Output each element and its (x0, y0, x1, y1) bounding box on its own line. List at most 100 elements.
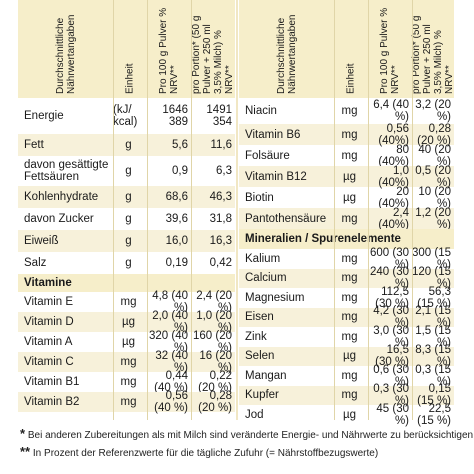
nutrient-name: Selen (245, 350, 275, 363)
unit-cell: µg (121, 336, 136, 348)
unit-cell: mg (341, 252, 358, 265)
portion-value: 2,1 (15 %) (415, 305, 451, 330)
unit-cell: mg (341, 311, 358, 324)
table-row: Niacin mg 6,4 (40 %) 3,2 (20 %) (239, 98, 454, 124)
left-table: Durchschnittliche Nährwertangaben Einhei… (18, 0, 235, 420)
unit-cell: g (125, 235, 132, 247)
per100-value: 0,3 (30 %) (373, 383, 409, 408)
nutrient-name: Kupfer (245, 389, 279, 402)
header-unit: Einheit (113, 0, 147, 98)
table-row: Selen µg 16,5 (30 %) 8,3 (15 %) (239, 344, 454, 369)
column-divider (236, 0, 238, 420)
header-name: Durchschnittliche Nährwertangaben (18, 0, 113, 98)
portion-value: 3,2 (20 %) (415, 99, 451, 123)
nutrient-name: Pantothensäure (245, 212, 327, 225)
header-name-text: Durchschnittliche Nährwertangaben (54, 14, 77, 95)
unit-cell: µg (121, 316, 136, 328)
footnote-1: * Bei anderen Zubereitungen als mit Milc… (20, 426, 473, 442)
portion-value: 1,2 (20 %) (415, 206, 451, 231)
portion-value: 0,3 (15 %) (415, 363, 451, 388)
table-row: Fett g 5,6 11,6 (18, 134, 235, 156)
portion-value: 40 (20 %) (418, 143, 451, 168)
left-header: Durchschnittliche Nährwertangaben Einhei… (18, 0, 235, 98)
per100-value: 2,4 (40%) (378, 206, 409, 231)
portion-value: 0,5 (20 %) (415, 164, 451, 189)
nutrient-name: Vitamin B2 (24, 396, 80, 408)
unit-cell: mg (341, 128, 358, 141)
table-row: Vitamin C mg 32 (40 %) 16 (20 %) (18, 350, 235, 374)
table-row: Eiweiß g 16,0 16,3 (18, 230, 235, 252)
footnote-2-marker: ** (20, 444, 31, 459)
table-row: Vitamin B2 mg 0,56 (40 %) 0,28 (20 %) (18, 390, 235, 414)
section-title: Mineralien / Spurenelemente (245, 233, 401, 245)
unit-cell: µg (342, 350, 357, 363)
per100-value: 0,19 (165, 257, 188, 269)
unit-cell: mg (120, 356, 137, 368)
unit-cell: g (125, 257, 132, 269)
per100-value: 112,5 (30 %) (375, 285, 409, 310)
nutrient-name: Jod (245, 408, 264, 421)
portion-value: 31,8 (209, 213, 232, 225)
table-row: Zink mg 3,0 (30 %) 1,5 (15 %) (239, 324, 454, 349)
unit-cell: g (125, 213, 132, 225)
per100-value: 16,5 (30 %) (375, 344, 409, 369)
header-per100-text-r: Pro 100 g Pulver % NRV** (379, 7, 401, 94)
table-row: Vitamin B1 mg 0,44 (40 %) 0,22 (20 %) (18, 370, 235, 394)
section-header: Vitamine (18, 274, 235, 292)
portion-value: 0,28 (20 %) (198, 390, 232, 414)
portion-value: 22,5 (15 %) (417, 402, 451, 427)
unit-cell: mg (341, 330, 358, 343)
footnote-2: ** In Prozent der Referenzwerte für die … (20, 444, 379, 460)
unit-cell: mg (341, 291, 358, 304)
right-header: Durchschnittliche Nährwertangaben Einhei… (239, 0, 455, 98)
table-row: Vitamin A µg 320 (40 %) 160 (20 %) (18, 330, 235, 354)
nutrient-name: Vitamin B6 (245, 128, 301, 141)
table-row: Energie (kJ/ kcal) 1646 389 1491 354 (18, 98, 235, 134)
unit-cell: µg (342, 408, 357, 421)
header-per100-text: Pro 100 g Pulver % NRV** (158, 7, 180, 94)
nutrient-name: Kohlenhydrate (24, 191, 99, 203)
per100-value: 6,4 (40 %) (373, 99, 409, 123)
per100-value: 0,44 (40 %) (154, 370, 188, 394)
table-row: Jod µg 45 (30 %) 22,5 (15 %) (239, 402, 454, 427)
per100-value: 1,0 (40%) (378, 164, 409, 189)
portion-value: 8,3 (15 %) (415, 344, 451, 369)
portion-value: 0,15 (15 %) (417, 383, 451, 408)
header-unit-text: Einheit (124, 63, 136, 94)
table-row: Vitamin D µg 2,0 (40 %) 1,0 (20 %) (18, 310, 235, 334)
table-row: Vitamin B6 mg 0,56 (40%) 0,28 (20 %) (239, 123, 454, 147)
per100-value: 3,0 (30 %) (373, 324, 409, 349)
header-per100-r: Pro 100 g Pulver % NRV** (368, 0, 412, 98)
per100-value: 0,9 (172, 165, 188, 177)
table-row: Pantothensäure mg 2,4 (40%) 1,2 (20 %) (239, 206, 454, 231)
header-portion: pro Portion* (50 g Pulver + 250 ml 3,5% … (191, 0, 235, 98)
per100-value: 4,8 (40 %) (152, 290, 188, 314)
left-sep-1 (113, 0, 114, 420)
left-body: Energie (kJ/ kcal) 1646 389 1491 354 Fett g 5,… (18, 98, 235, 414)
table-row: Mangan mg 0,6 (30 %) 0,3 (15 %) (239, 363, 454, 388)
footnote-2-text: In Prozent der Referenzwerte für die täg… (32, 448, 379, 459)
section-header: Mineralien / Spurenelemente (239, 229, 454, 249)
unit-cell: mg (341, 105, 358, 117)
portion-value: 1491 354 (206, 104, 232, 128)
header-per100: Pro 100 g Pulver % NRV** (147, 0, 191, 98)
unit-cell: µg (342, 170, 357, 183)
nutrient-name: Kalium (245, 252, 281, 265)
portion-value: 6,3 (216, 165, 232, 177)
portion-value: 120 (15 %) (412, 266, 452, 291)
unit-cell: mg (120, 296, 137, 308)
portion-value: 10 (20 %) (418, 185, 451, 210)
unit-cell: (kJ/ kcal) (113, 104, 138, 128)
portion-value: 16,3 (209, 235, 232, 247)
table-row: Vitamin B12 µg 1,0 (40%) 0,5 (20 %) (239, 164, 454, 189)
table-row: Vitamin E mg 4,8 (40 %) 2,4 (20 %) (18, 290, 235, 314)
table-row: davon gesättigte Fettsäuren g 0,9 6,3 (18, 156, 235, 186)
portion-value: 300 (15 %) (412, 246, 452, 271)
table-row: Folsäure mg 80 (40%) 40 (20 %) (239, 143, 454, 168)
table-row: Kalium mg 600 (30 %) 300 (15 %) (239, 246, 454, 271)
nutrient-name: Eiweiß (24, 235, 59, 247)
footnote-1-marker: * (20, 426, 26, 441)
per100-value: 0,56 (40 %) (154, 390, 188, 414)
right-sep-1 (334, 0, 335, 420)
